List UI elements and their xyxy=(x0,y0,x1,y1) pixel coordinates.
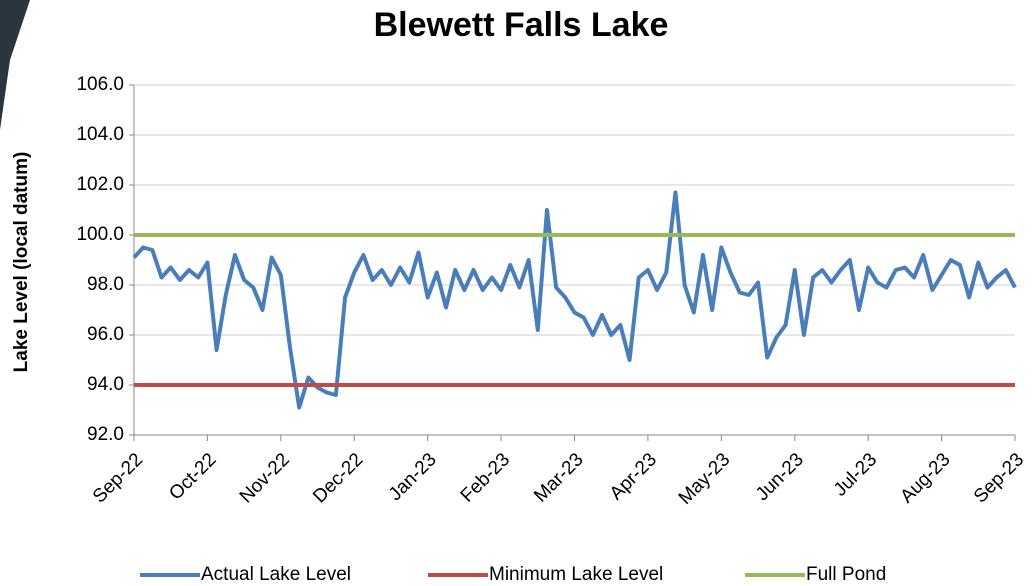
y-tick-label: 94.0 xyxy=(87,374,124,395)
data-line xyxy=(132,190,1017,410)
x-tick-label: Mar-23 xyxy=(530,449,587,506)
y-axis-label: Lake Level (local datum) xyxy=(11,152,32,373)
corner-decoration xyxy=(0,0,30,130)
y-tick-label: 98.0 xyxy=(87,274,124,295)
y-tick-label: 96.0 xyxy=(87,324,124,345)
x-tick-label: Aug-23 xyxy=(896,449,954,507)
y-tick-label: 102.0 xyxy=(76,174,124,195)
x-tick-label: Jun-23 xyxy=(752,449,808,505)
y-tick-label: 92.0 xyxy=(87,424,124,445)
y-tick-label: 100.0 xyxy=(76,224,124,245)
legend-label: Minimum Lake Level xyxy=(489,564,663,585)
x-tick-label: Jul-23 xyxy=(830,449,881,500)
y-tick-label: 106.0 xyxy=(76,74,124,95)
x-tick-label: Nov-22 xyxy=(236,449,294,507)
x-tick-label: May-23 xyxy=(675,449,735,509)
legend-label: Actual Lake Level xyxy=(201,564,351,585)
x-tick-label: Sep-23 xyxy=(970,449,1028,507)
y-tick-label: 104.0 xyxy=(76,124,124,145)
x-tick-label: Apr-23 xyxy=(606,449,661,504)
x-tick-label: Feb-23 xyxy=(457,449,514,506)
x-tick-label: Jan-23 xyxy=(385,449,441,505)
legend-label: Full Pond xyxy=(806,564,886,585)
chart-title: Blewett Falls Lake xyxy=(374,6,669,44)
x-tick-label: Dec-22 xyxy=(309,449,367,507)
x-tick-label: Oct-22 xyxy=(165,449,220,504)
x-tick-label: Sep-22 xyxy=(89,449,147,507)
